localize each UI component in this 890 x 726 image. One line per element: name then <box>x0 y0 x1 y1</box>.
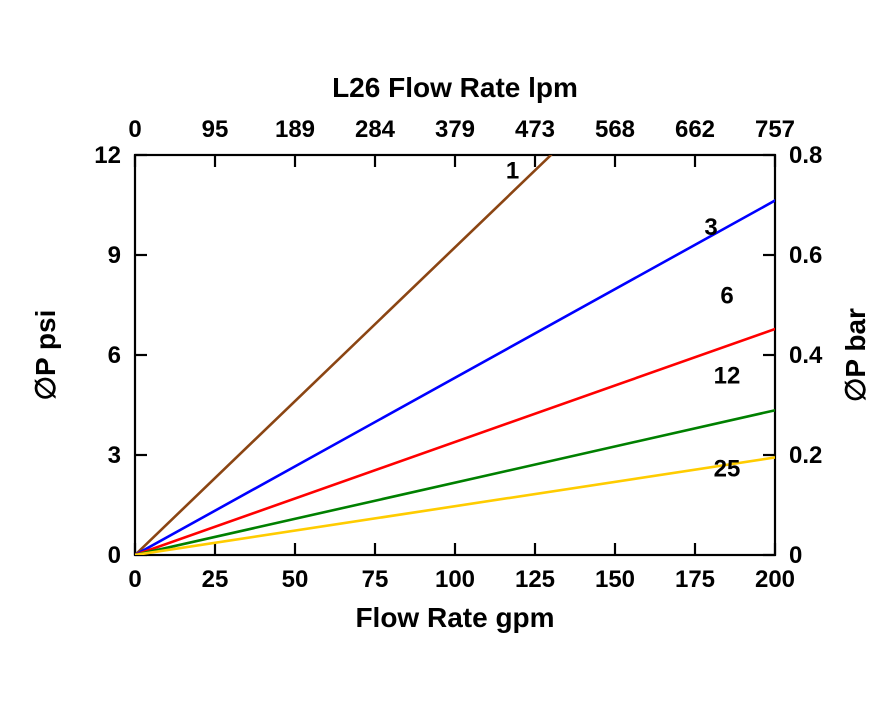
series-label: 3 <box>704 214 717 241</box>
x-top-tick-label: 473 <box>515 116 555 143</box>
x-bottom-tick-label: 75 <box>362 566 389 593</box>
x-bottom-tick-label: 150 <box>595 566 635 593</box>
left-axis-title: ∅P psi <box>30 310 61 401</box>
x-top-tick-label: 757 <box>755 116 795 143</box>
x-bottom-tick-label: 100 <box>435 566 475 593</box>
series-label: 25 <box>714 456 741 483</box>
y-right-tick-label: 0 <box>789 542 802 569</box>
x-top-tick-label: 379 <box>435 116 475 143</box>
x-top-tick-label: 0 <box>128 116 141 143</box>
series-label: 1 <box>506 157 519 184</box>
right-axis-title: ∅P bar <box>840 308 871 402</box>
x-bottom-tick-label: 125 <box>515 566 555 593</box>
series-label: 6 <box>720 282 733 309</box>
x-top-tick-label: 284 <box>355 116 396 143</box>
y-right-tick-label: 0.6 <box>789 242 822 269</box>
x-top-tick-label: 95 <box>202 116 229 143</box>
x-bottom-tick-label: 175 <box>675 566 715 593</box>
y-right-tick-label: 0.8 <box>789 142 822 169</box>
bottom-axis-title: Flow Rate gpm <box>355 602 554 633</box>
x-top-tick-label: 568 <box>595 116 635 143</box>
x-bottom-tick-label: 0 <box>128 566 141 593</box>
x-top-tick-label: 189 <box>275 116 315 143</box>
x-top-tick-label: 662 <box>675 116 715 143</box>
y-left-tick-label: 9 <box>108 242 121 269</box>
y-right-tick-label: 0.4 <box>789 342 823 369</box>
y-left-tick-label: 3 <box>108 442 121 469</box>
x-bottom-tick-label: 50 <box>282 566 309 593</box>
x-bottom-tick-label: 25 <box>202 566 229 593</box>
y-left-tick-label: 6 <box>108 342 121 369</box>
x-bottom-tick-label: 200 <box>755 566 795 593</box>
y-left-tick-label: 12 <box>94 142 121 169</box>
chart-container: 0025955018975284100379125473150568175662… <box>0 0 890 726</box>
y-right-tick-label: 0.2 <box>789 442 822 469</box>
y-left-tick-label: 0 <box>108 542 121 569</box>
chart-svg: 0025955018975284100379125473150568175662… <box>0 0 890 726</box>
series-label: 12 <box>714 362 741 389</box>
top-axis-title: L26 Flow Rate lpm <box>332 72 578 103</box>
